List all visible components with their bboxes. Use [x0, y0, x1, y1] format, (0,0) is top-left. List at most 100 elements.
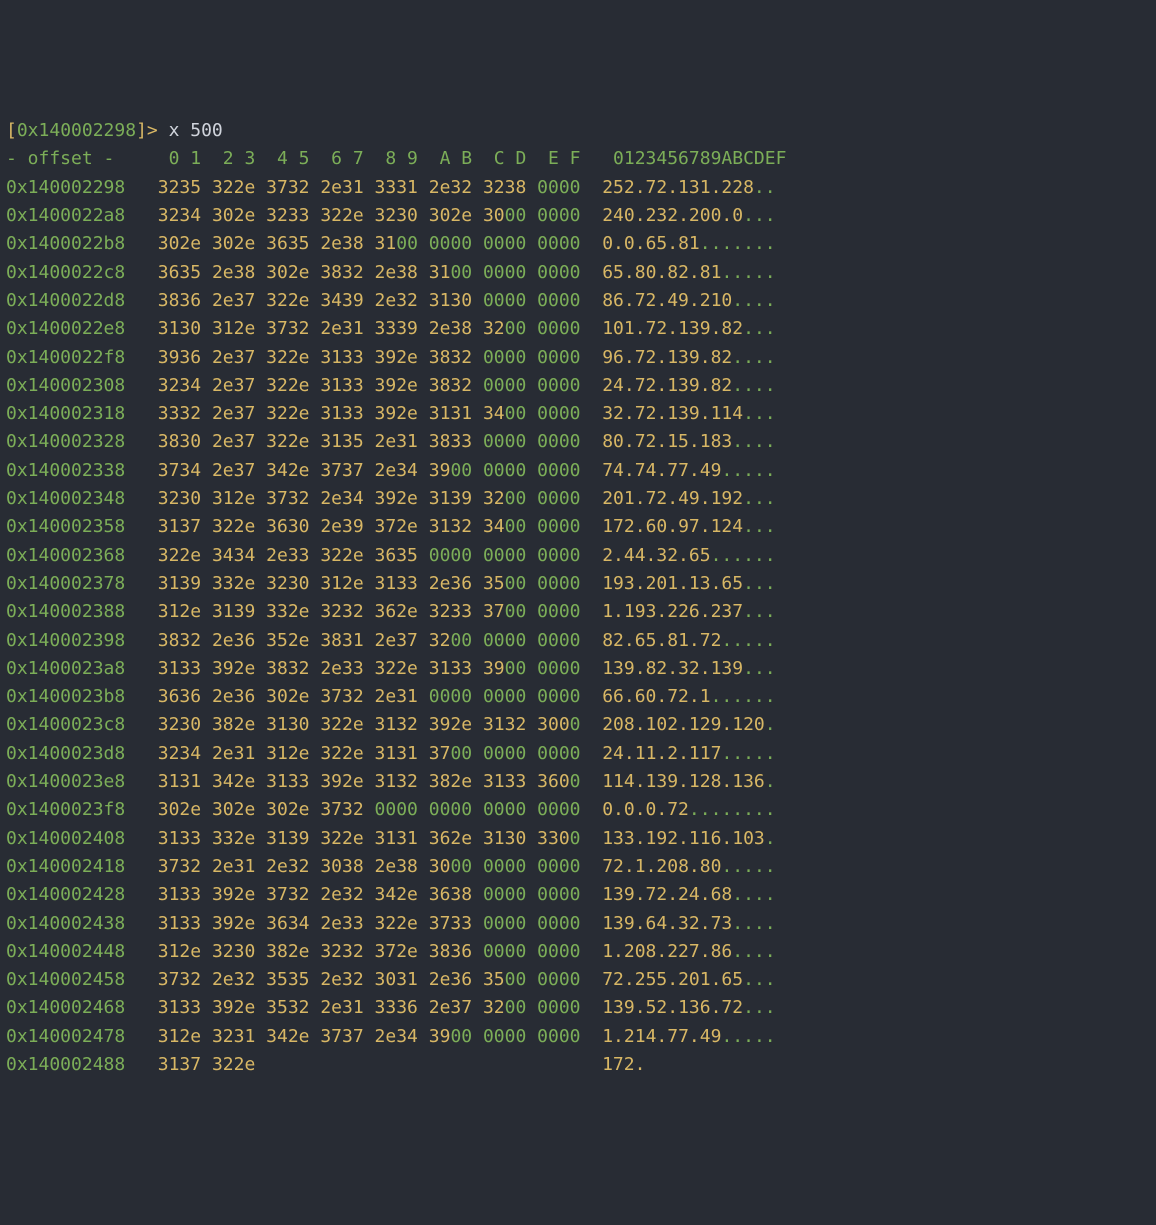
row-addr: 0x1400023f8 — [6, 799, 147, 820]
row-ascii-pad: ... — [743, 658, 776, 679]
row-addr: 0x1400023a8 — [6, 658, 147, 679]
hex-word: 2e39 — [320, 516, 363, 537]
hex-word: 3133 — [320, 347, 363, 368]
row-ascii: 66.60.72.1 — [602, 686, 710, 707]
hex-word: 3635 — [375, 545, 418, 566]
hex-word: 0000 — [483, 545, 526, 566]
hex-word: 2e37 — [212, 347, 255, 368]
hex-word: 3000 — [483, 205, 526, 226]
row-addr: 0x140002338 — [6, 460, 147, 481]
hex-word: 2e32 — [320, 969, 363, 990]
row-ascii-pad: .... — [732, 913, 775, 934]
row-ascii-pad: ... — [743, 403, 776, 424]
hex-word: 3233 — [266, 205, 309, 226]
hex-word: 3833 — [429, 431, 472, 452]
hex-word: 3200 — [483, 318, 526, 339]
hex-word: 342e — [266, 460, 309, 481]
hex-word: 322e — [212, 1054, 255, 1075]
hex-word: 3139 — [429, 488, 472, 509]
hex-word: 3434 — [212, 545, 255, 566]
row-ascii: 101.72.139.82 — [602, 318, 743, 339]
hex-word: 3100 — [375, 233, 418, 254]
hex-word: 0000 — [537, 516, 580, 537]
hexdump-row: 0x140002308 3234 2e37 322e 3133 392e 383… — [6, 375, 776, 396]
hex-word: 322e — [375, 913, 418, 934]
hex-word: 0000 — [537, 488, 580, 509]
row-addr: 0x1400022a8 — [6, 205, 147, 226]
row-ascii: 139.64.32.73 — [602, 913, 732, 934]
hex-word: 3130 — [483, 828, 526, 849]
hex-word: 3133 — [158, 884, 201, 905]
hex-word: 342e — [212, 771, 255, 792]
hex-word: 3133 — [158, 913, 201, 934]
hex-word: 322e — [266, 290, 309, 311]
row-ascii-pad: ... — [743, 516, 776, 537]
hex-word: 3230 — [375, 205, 418, 226]
hex-word: 3131 — [158, 771, 201, 792]
row-addr: 0x140002448 — [6, 941, 147, 962]
row-ascii-pad: .. — [754, 177, 776, 198]
prompt-line[interactable]: [0x140002298]> x 500 — [6, 120, 223, 141]
hex-word: 0000 — [483, 347, 526, 368]
hexdump-row: 0x140002318 3332 2e37 322e 3133 392e 313… — [6, 403, 776, 424]
hex-word: 2e32 — [266, 856, 309, 877]
row-ascii: 72.1.208.80 — [602, 856, 721, 877]
hex-word: 0000 — [537, 913, 580, 934]
hex-word: 3137 — [158, 1054, 201, 1075]
row-ascii-pad: .... — [732, 375, 775, 396]
hexdump-row: 0x1400022a8 3234 302e 3233 322e 3230 302… — [6, 205, 776, 226]
hex-word: 312e — [320, 573, 363, 594]
hex-word: 2e37 — [212, 290, 255, 311]
row-ascii-pad: ..... — [721, 856, 775, 877]
hex-word: 0000 — [483, 431, 526, 452]
hexdump-row: 0x140002458 3732 2e32 3535 2e32 3031 2e3… — [6, 969, 776, 990]
hexdump-row: 0x1400022b8 302e 302e 3635 2e38 3100 000… — [6, 233, 776, 254]
row-ascii: 193.201.13.65 — [602, 573, 743, 594]
prompt-cmd[interactable]: x 500 — [169, 120, 223, 141]
hex-word: 3133 — [483, 771, 526, 792]
hex-word: 0000 — [537, 290, 580, 311]
row-ascii: 240.232.200.0 — [602, 205, 743, 226]
hex-word: 3732 — [266, 884, 309, 905]
hex-word: 3230 — [212, 941, 255, 962]
row-ascii-pad: .... — [732, 884, 775, 905]
hex-word: 3000 — [429, 856, 472, 877]
row-ascii-pad: ... — [743, 205, 776, 226]
hex-word: 3439 — [320, 290, 363, 311]
row-addr: 0x140002418 — [6, 856, 147, 877]
hex-word: 3038 — [320, 856, 363, 877]
row-ascii: 252.72.131.228 — [602, 177, 754, 198]
hex-word: 3133 — [266, 771, 309, 792]
row-ascii-pad: ..... — [721, 630, 775, 651]
hex-word: 332e — [212, 828, 255, 849]
hex-word: 3339 — [375, 318, 418, 339]
hex-word: 302e — [266, 686, 309, 707]
hex-word: 3732 — [158, 856, 201, 877]
hex-word: 3733 — [429, 913, 472, 934]
hex-word: 0000 — [537, 177, 580, 198]
hex-word: 302e — [429, 205, 472, 226]
hex-word: 2e31 — [320, 318, 363, 339]
row-ascii: 1.193.226.237 — [602, 601, 743, 622]
hexdump-row: 0x140002378 3139 332e 3230 312e 3133 2e3… — [6, 573, 776, 594]
hex-word: 322e — [266, 347, 309, 368]
row-addr: 0x140002348 — [6, 488, 147, 509]
hex-word: 3332 — [158, 403, 201, 424]
row-addr: 0x1400022e8 — [6, 318, 147, 339]
row-addr: 0x140002318 — [6, 403, 147, 424]
hex-word: 312e — [212, 318, 255, 339]
hex-word: 0000 — [483, 262, 526, 283]
hex-word: 3230 — [158, 488, 201, 509]
hex-word: 0000 — [537, 856, 580, 877]
row-ascii-pad: ..... — [721, 743, 775, 764]
hex-word: 392e — [212, 884, 255, 905]
hex-word: 362e — [375, 601, 418, 622]
hex-word: 0000 — [537, 799, 580, 820]
hex-word: 0000 — [483, 686, 526, 707]
row-ascii: 65.80.82.81 — [602, 262, 721, 283]
hex-word: 0000 — [537, 658, 580, 679]
hex-word: 302e — [266, 262, 309, 283]
hex-word: 0000 — [483, 913, 526, 934]
hexdump-row: 0x140002408 3133 332e 3139 322e 3131 362… — [6, 828, 776, 849]
hex-word: 3232 — [320, 941, 363, 962]
